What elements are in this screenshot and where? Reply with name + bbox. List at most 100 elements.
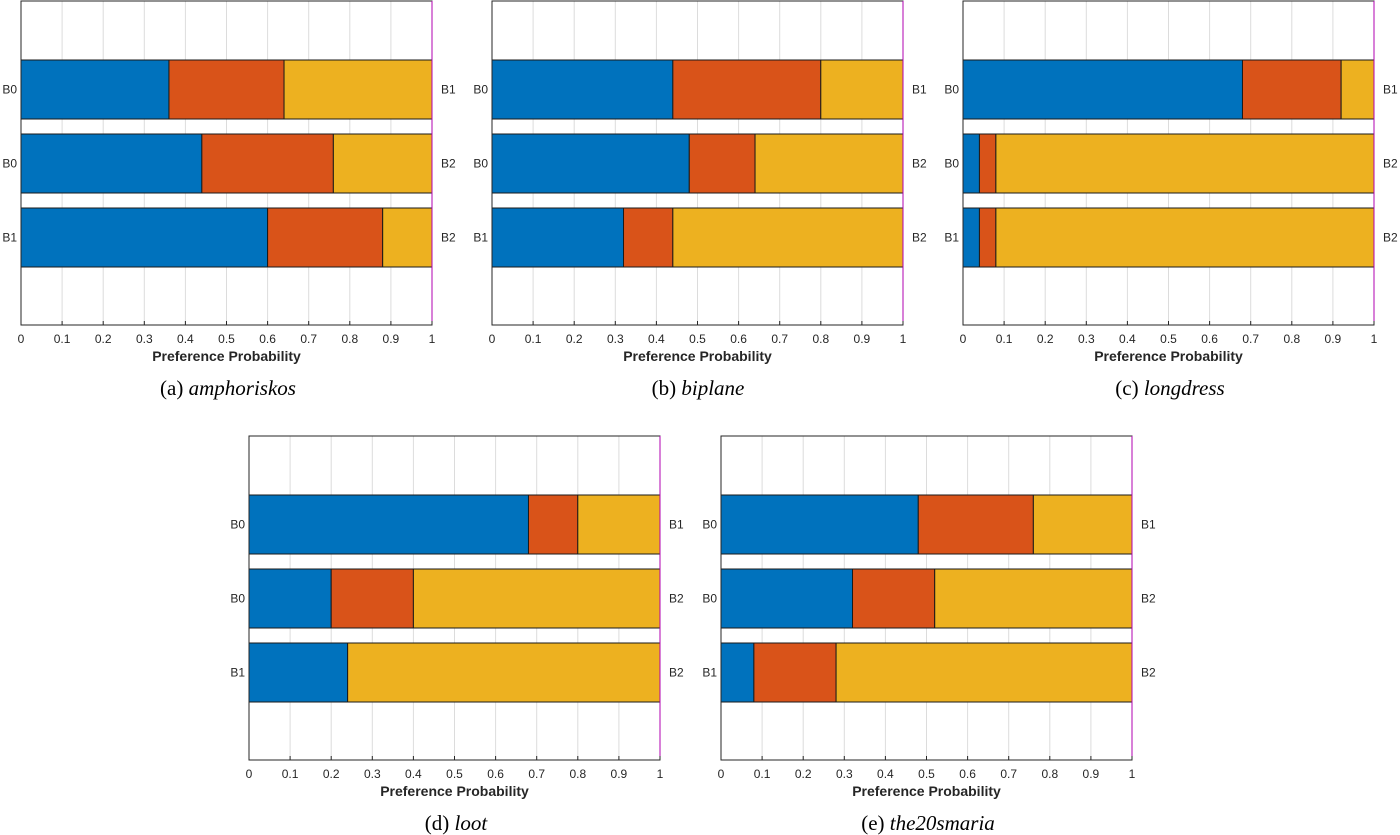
bar-left-label: B1	[230, 666, 245, 680]
bar-segment-3-series-1	[20, 207, 269, 268]
caption-prefix: (b)	[652, 376, 682, 400]
x-tick-label: 0.7	[300, 332, 317, 346]
caption-name: biplane	[681, 376, 744, 400]
bar-segment-1-series-1	[20, 59, 170, 120]
x-tick-label: 0.7	[1242, 332, 1259, 346]
x-tick-label: 1	[429, 332, 436, 346]
x-tick-label: 1	[900, 332, 907, 346]
bar-left-label: B0	[2, 157, 17, 171]
x-tick-label: 0.6	[959, 767, 976, 781]
bar-right-label: B1	[1141, 518, 1156, 532]
bar-segment-1-series-2	[917, 494, 1034, 555]
bar-right-label: B2	[669, 592, 684, 606]
x-tick-label: 0.5	[918, 767, 935, 781]
chart-panel-amphoriskos: B0 B1 B0 B2 B1 B2 0 0.1 0.2 0.3 0.4 0.5 0.6 0.7 0.8 0.9…	[2, 0, 456, 400]
bar-left-label: B0	[230, 518, 245, 532]
x-axis-label: Preference Probability	[380, 783, 529, 799]
bar-segment-2-series-3	[934, 568, 1133, 629]
bar-right-label: B2	[669, 666, 684, 680]
x-tick-label: 0.4	[405, 767, 422, 781]
bar-right-label: B2	[912, 231, 927, 245]
bar-right-label: B2	[1141, 666, 1156, 680]
bar-segment-1-series-3	[1032, 494, 1133, 555]
bar-right-label: B1	[1383, 83, 1398, 97]
bar-segment-2-series-2	[330, 568, 414, 629]
bar-segment-1-series-1	[248, 494, 529, 555]
bar-left-label: B0	[473, 83, 488, 97]
bar-segment-2-series-2	[201, 133, 334, 194]
bar-segment-3-series-2	[753, 642, 837, 703]
bar-segment-3-series-3	[382, 207, 433, 268]
x-tick-label: 0.5	[218, 332, 235, 346]
bar-segment-3-series-3	[995, 207, 1375, 268]
chart-panel-the20smaria: B0 B1 B0 B2 B1 B2 0 0.1 0.2 0.3 0.4 0.5 0.6 0.7 0.8 0.9…	[702, 435, 1156, 835]
chart-panel-loot: B0 B1 B0 B2 B1 B2 0 0.1 0.2 0.3 0.4 0.5 0.6 0.7 0.8 0.9…	[230, 435, 684, 835]
x-axis-label: Preference Probability	[852, 783, 1001, 799]
x-tick-label: 0.8	[569, 767, 586, 781]
chart-panel-longdress: B0 B1 B0 B2 B1 B2 0 0.1 0.2 0.3 0.4 0.5 0.6 0.7 0.8 0.9…	[944, 0, 1398, 400]
bar-right-label: B1	[441, 83, 456, 97]
caption-prefix: (d)	[425, 811, 455, 835]
bar-segment-1-series-1	[720, 494, 919, 555]
x-tick-label: 0.6	[730, 332, 747, 346]
panel-caption: (d) loot	[425, 811, 489, 835]
bar-segment-2-series-1	[720, 568, 854, 629]
x-tick-label: 0.7	[528, 767, 545, 781]
x-tick-label: 0.7	[771, 332, 788, 346]
bar-right-label: B1	[669, 518, 684, 532]
panel-caption: (b) biplane	[652, 376, 745, 400]
bar-segment-3-series-1	[962, 207, 980, 268]
chart-panel-biplane: B0 B1 B0 B2 B1 B2 0 0.1 0.2 0.3 0.4 0.5 0.6 0.7 0.8 0.9…	[473, 0, 927, 400]
x-tick-label: 0.5	[689, 332, 706, 346]
bar-segment-1-series-1	[962, 59, 1243, 120]
x-tick-label: 0	[960, 332, 967, 346]
x-tick-label: 0.5	[446, 767, 463, 781]
bar-segment-1-series-3	[283, 59, 433, 120]
bar-right-label: B2	[1383, 231, 1398, 245]
x-tick-label: 0	[18, 332, 25, 346]
panel-caption: (e) the20smaria	[861, 811, 995, 835]
x-tick-label: 0.8	[812, 332, 829, 346]
x-tick-label: 0	[489, 332, 496, 346]
x-axis-label: Preference Probability	[152, 348, 301, 364]
x-tick-label: 1	[1129, 767, 1136, 781]
x-tick-label: 0.1	[54, 332, 71, 346]
caption-prefix: (e)	[861, 811, 890, 835]
bar-left-label: B0	[473, 157, 488, 171]
x-tick-label: 0.5	[1160, 332, 1177, 346]
x-tick-label: 0.1	[754, 767, 771, 781]
bar-left-label: B1	[702, 666, 717, 680]
bar-segment-2-series-2	[978, 133, 997, 194]
x-tick-label: 0.2	[95, 332, 112, 346]
caption-prefix: (c)	[1115, 376, 1144, 400]
x-tick-label: 0	[718, 767, 725, 781]
bar-segment-1-series-3	[820, 59, 904, 120]
x-tick-label: 0.9	[611, 767, 628, 781]
caption-name: the20smaria	[890, 811, 995, 835]
bar-left-label: B1	[2, 231, 17, 245]
bar-segment-2-series-2	[688, 133, 756, 194]
x-tick-label: 0.4	[877, 767, 894, 781]
bar-segment-3-series-1	[720, 642, 755, 703]
bar-segment-3-series-2	[978, 207, 997, 268]
x-tick-label: 0.4	[177, 332, 194, 346]
x-tick-label: 0	[246, 767, 253, 781]
bar-segment-3-series-2	[623, 207, 674, 268]
bar-left-label: B1	[944, 231, 959, 245]
bar-segment-3-series-2	[267, 207, 384, 268]
bar-left-label: B0	[230, 592, 245, 606]
bar-left-label: B0	[702, 592, 717, 606]
bar-segment-2-series-1	[248, 568, 332, 629]
bar-segment-3-series-1	[491, 207, 625, 268]
bar-left-label: B0	[944, 157, 959, 171]
x-tick-label: 0.9	[854, 332, 871, 346]
x-tick-label: 0.1	[282, 767, 299, 781]
bar-right-label: B1	[912, 83, 927, 97]
bar-right-label: B2	[441, 157, 456, 171]
bar-segment-2-series-3	[332, 133, 433, 194]
bar-segment-2-series-3	[412, 568, 661, 629]
x-tick-label: 0.3	[836, 767, 853, 781]
bar-right-label: B2	[441, 231, 456, 245]
x-tick-label: 0.4	[1119, 332, 1136, 346]
